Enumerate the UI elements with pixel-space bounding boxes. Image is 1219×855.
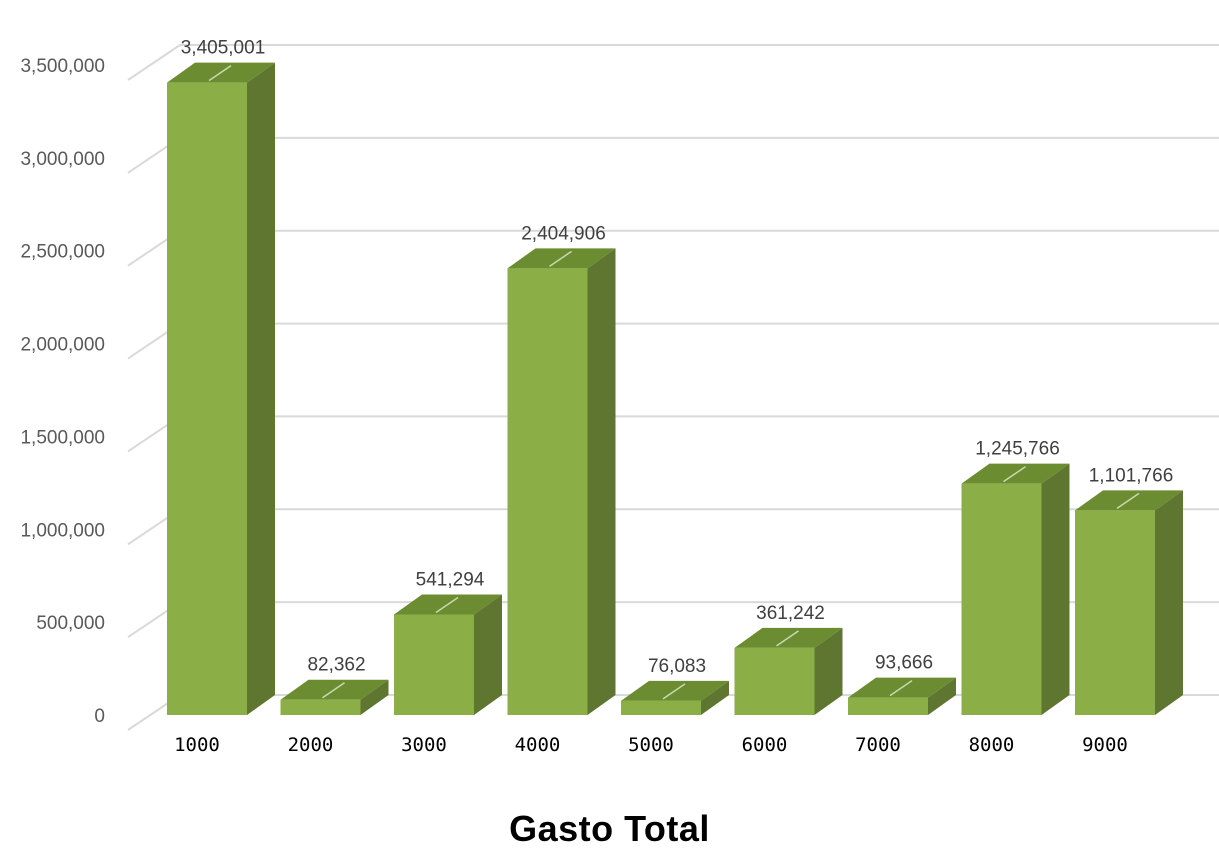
x-tick-label: 4000 <box>515 734 561 756</box>
bar-2000 <box>280 679 389 715</box>
data-label: 2,404,906 <box>521 223 606 244</box>
data-label: 1,245,766 <box>975 439 1060 460</box>
bar-side <box>474 594 502 715</box>
x-tick-label: 9000 <box>1082 734 1128 756</box>
data-label: 1,101,766 <box>1089 465 1174 486</box>
x-tick-label: 1000 <box>174 734 220 756</box>
data-label: 361,242 <box>756 603 825 624</box>
label-leader <box>776 630 799 647</box>
data-label: 541,294 <box>416 569 485 590</box>
x-tick-label: 2000 <box>288 734 334 756</box>
grid-diagonal <box>127 44 181 81</box>
bar-front <box>734 647 815 715</box>
y-tick-label: 3,500,000 <box>20 56 105 77</box>
x-axis-ticks: 1000 2000 3000 4000 5000 6000 7000 8000 9000 <box>174 734 1128 756</box>
label-leader <box>549 250 572 267</box>
bars <box>167 62 1183 715</box>
bar-side <box>701 680 729 715</box>
bar-front <box>1075 510 1155 715</box>
bar-front <box>167 82 247 715</box>
x-tick-label: 6000 <box>742 734 788 756</box>
bar-chart: 0 500,000 1,000,000 1,500,000 2,000,000 2,500… <box>20 38 1219 756</box>
bar-5000 <box>621 680 729 715</box>
bar-front <box>507 268 588 715</box>
bar-3000 <box>394 594 502 715</box>
data-label: 93,666 <box>875 653 933 674</box>
label-leader <box>208 65 232 82</box>
chart-title: Gasto Total <box>509 808 710 849</box>
y-tick-label: 2,000,000 <box>20 335 105 356</box>
bar-6000 <box>734 627 843 715</box>
y-tick-label: 500,000 <box>36 613 105 634</box>
label-leader <box>322 682 345 699</box>
bar-1000 <box>167 62 275 715</box>
bar-side <box>814 627 843 715</box>
y-tick-label: 3,000,000 <box>20 149 105 170</box>
bar-front <box>961 483 1042 715</box>
bar-side <box>247 62 275 715</box>
y-tick-label: 1,000,000 <box>20 520 105 541</box>
bar-side <box>360 679 389 715</box>
y-axis-ticks: 0 500,000 1,000,000 1,500,000 2,000,000 2,500… <box>20 56 105 727</box>
data-label: 76,083 <box>648 656 706 677</box>
label-leader <box>662 683 686 700</box>
bar-7000 <box>848 677 956 715</box>
bar-4000 <box>507 248 616 715</box>
bar-front <box>621 700 701 715</box>
data-label: 3,405,001 <box>181 38 266 59</box>
bar-side <box>1041 463 1070 715</box>
x-tick-label: 3000 <box>401 734 447 756</box>
data-label: 82,362 <box>307 655 365 676</box>
label-leader <box>435 596 459 614</box>
y-tick-label: 2,500,000 <box>20 242 105 263</box>
bar-side <box>587 248 616 715</box>
bar-side <box>1155 490 1183 715</box>
y-tick-label: 1,500,000 <box>20 427 105 448</box>
label-leader <box>1003 466 1026 483</box>
x-tick-label: 7000 <box>855 734 901 756</box>
bar-9000 <box>1075 490 1183 715</box>
x-tick-label: 5000 <box>628 734 674 756</box>
bar-8000 <box>961 463 1070 715</box>
label-leader <box>889 679 913 697</box>
x-tick-label: 8000 <box>969 734 1015 756</box>
bar-side <box>928 677 956 715</box>
data-labels: 3,405,001 82,362 541,294 2,404,906 76,083 361… <box>181 38 1174 677</box>
y-tick-label: 0 <box>94 706 105 727</box>
bar-front <box>848 697 928 715</box>
label-leader <box>1116 492 1140 510</box>
bar-front <box>394 614 474 715</box>
bar-front <box>280 699 361 715</box>
